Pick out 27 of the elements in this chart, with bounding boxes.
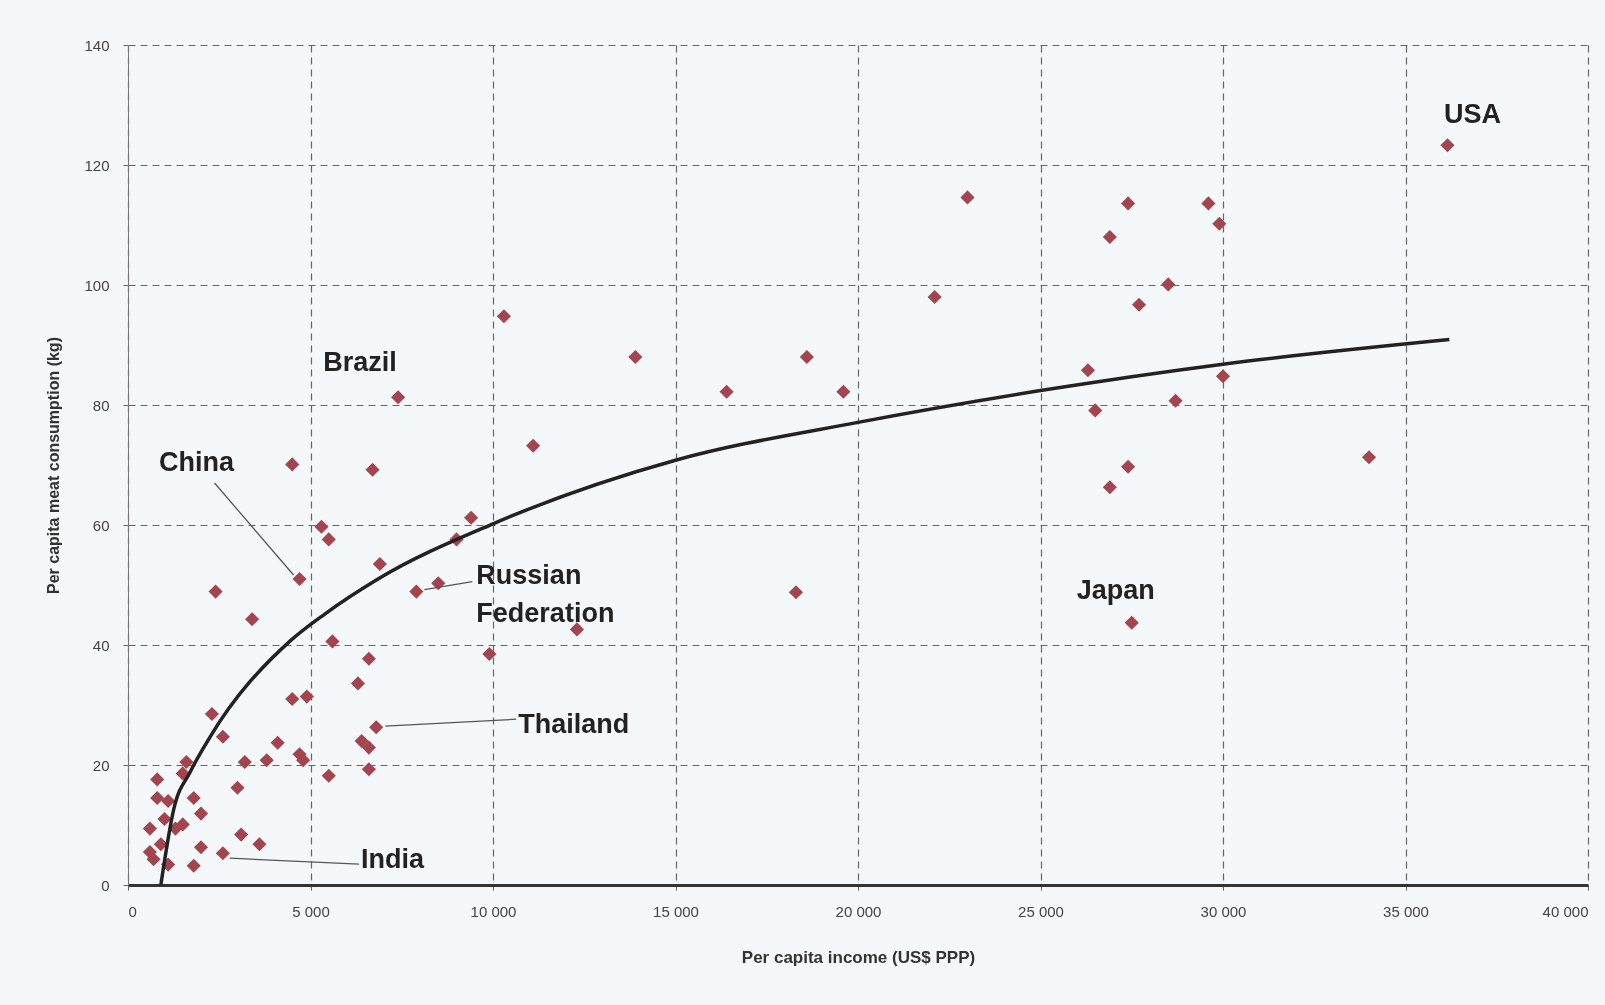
- x-tick-label: 15 000: [653, 902, 699, 920]
- x-tick-label: 25 000: [1018, 902, 1064, 920]
- x-tick-label: 0: [128, 902, 137, 920]
- annotation: Japan: [1076, 574, 1155, 605]
- annotation: Brazil: [323, 347, 397, 378]
- annotation: Russian Federation: [476, 559, 615, 628]
- annotation: India: [360, 844, 425, 875]
- y-tick-label: 0: [101, 876, 110, 894]
- y-axis-title: Per capita meat consumption (kg): [45, 337, 63, 594]
- annotation: Thailand: [518, 709, 630, 740]
- line-series: [159, 337, 1452, 887]
- y-tick-label: 140: [84, 36, 110, 54]
- x-axis-title: Per capita income (US$ PPP): [741, 947, 976, 967]
- annotation: China: [159, 447, 236, 477]
- y-tick-label: 60: [92, 516, 110, 534]
- x-tick-label: 35 000: [1383, 902, 1429, 920]
- x-tick-label: 20 000: [835, 902, 882, 920]
- annotation: USA: [1443, 99, 1501, 130]
- x-tick-label: 10 000: [470, 902, 517, 920]
- y-tick-label: 120: [84, 156, 110, 174]
- y-tick-label: 40: [92, 636, 110, 654]
- x-tick-label: 30 000: [1200, 902, 1247, 920]
- y-tick-label: 100: [84, 276, 110, 294]
- x-tick-label: 5 000: [292, 902, 330, 920]
- y-tick-label: 80: [92, 396, 110, 414]
- x-tick-label: 40 000: [1542, 902, 1589, 920]
- y-tick-label: 20: [92, 756, 110, 774]
